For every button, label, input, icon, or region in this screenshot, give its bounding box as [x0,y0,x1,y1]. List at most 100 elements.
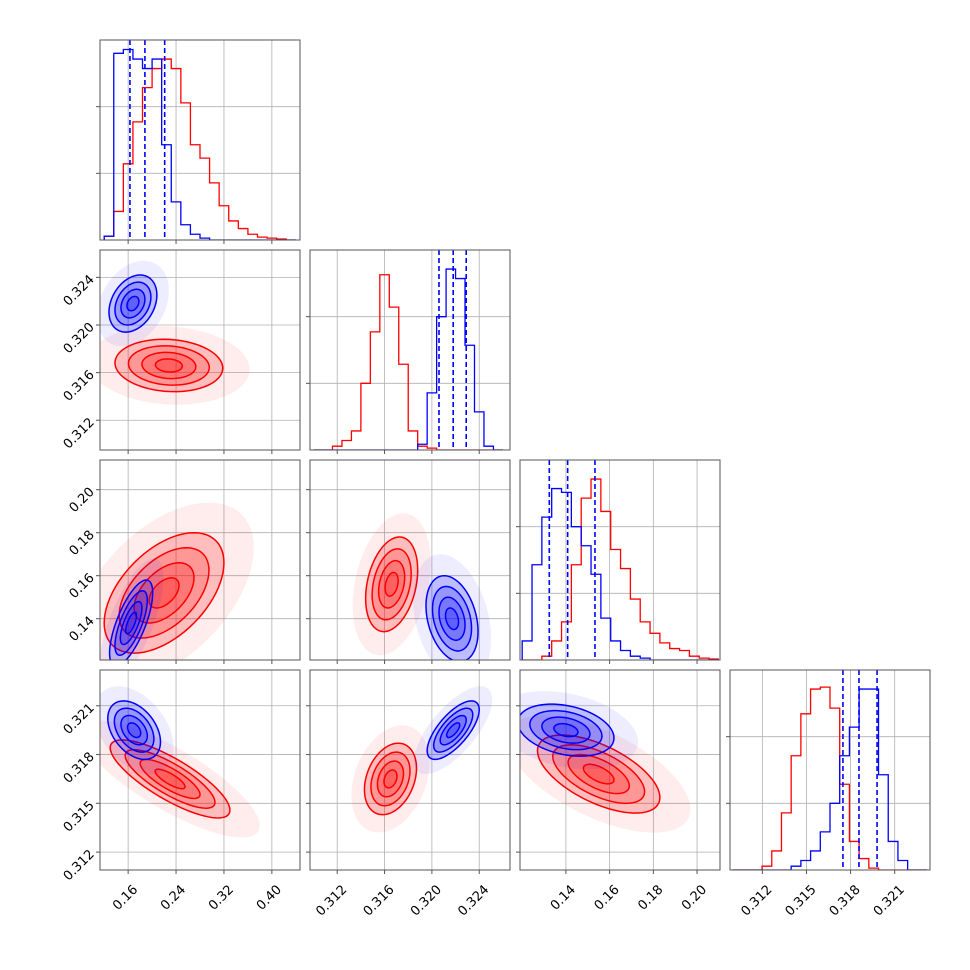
point-cloud [351,725,430,833]
contour [154,768,186,790]
x-tick-label: 0.14 [548,882,579,913]
contour [582,763,615,785]
contour [432,707,474,753]
x-tick-label: 0.16 [592,882,623,913]
x-tick-label: 0.312 [738,882,775,919]
panel-frame [309,249,511,451]
point-cloud [100,260,169,347]
contour [114,281,152,326]
contour [133,562,195,624]
x-tick-label: 0.315 [783,882,820,919]
y-tick-label: 0.20 [67,485,98,516]
y-tick-label: 0.316 [61,368,98,405]
panel-frame [519,459,721,661]
histogram [103,48,296,240]
x-tick-label: 0.324 [455,882,492,919]
contour [126,722,142,739]
x-tick-label: 0.321 [871,882,908,919]
panel [310,460,510,660]
histogram [313,274,503,450]
panel [310,250,510,450]
contour [553,722,579,738]
x-tick-label: 0.40 [254,882,285,913]
y-tick-label: 0.18 [67,528,98,559]
x-tick-label: 0.312 [313,882,350,919]
contour [425,574,479,660]
x-tick-label: 0.20 [679,882,710,913]
y-tick-label: 0.315 [61,798,98,835]
x-tick-label: 0.18 [635,882,666,913]
point-cloud [352,513,431,656]
y-tick-label: 0.318 [61,750,98,787]
y-tick-label: 0.14 [67,614,98,645]
panel [730,670,930,870]
x-tick-label: 0.316 [361,882,398,919]
contour [541,716,591,744]
x-tick-label: 0.320 [408,882,445,919]
contour [120,714,149,746]
contour [124,611,138,635]
panel [520,670,720,870]
contour [376,760,405,798]
panel-frame [309,669,511,871]
point-cloud [520,715,691,833]
contour [520,703,615,757]
histogram [521,487,719,660]
contour [141,351,197,380]
contour [370,751,411,807]
y-tick-label: 0.16 [67,571,98,602]
contour [107,700,162,761]
contour [377,559,406,609]
contour [444,607,460,631]
y-tick-label: 0.312 [61,415,98,452]
panel-frame [309,459,511,661]
panel-frame [99,669,301,871]
panel [100,250,300,450]
contour [103,531,225,654]
contour [426,700,480,761]
y-tick-label: 0.312 [61,847,98,884]
contour [371,548,412,621]
contour [363,742,418,816]
contour [438,596,466,641]
y-tick-label: 0.321 [61,701,98,738]
x-tick-label: 0.318 [827,882,864,919]
histogram [732,686,928,870]
contour [383,769,398,789]
histogram [732,688,928,870]
contour [364,536,419,633]
x-tick-label: 0.32 [206,882,237,913]
contour [108,274,158,333]
point-cloud [100,502,254,660]
contour [567,753,631,795]
contour [113,707,155,753]
panel-frame [99,39,301,241]
panel [520,460,720,660]
panel [100,460,300,660]
panel-frame [99,459,301,661]
histogram [313,268,503,450]
y-tick-label: 0.324 [61,272,98,309]
contour [529,709,603,751]
x-tick-label: 0.16 [110,882,141,913]
panel-frame [99,249,301,451]
contour [445,722,461,739]
contour [120,288,146,319]
point-cloud [414,686,493,775]
x-tick-label: 0.24 [158,882,189,913]
contour [148,577,180,609]
contour [154,358,184,373]
contour [384,571,399,597]
panel [100,40,300,240]
contour [126,295,140,312]
contour [119,600,143,646]
panel [100,670,300,870]
histogram [522,478,719,660]
panel-frame [729,669,931,871]
contour [552,744,646,805]
point-cloud [100,686,174,775]
histogram [103,58,296,240]
contour [139,758,201,800]
y-tick-label: 0.320 [61,320,98,357]
